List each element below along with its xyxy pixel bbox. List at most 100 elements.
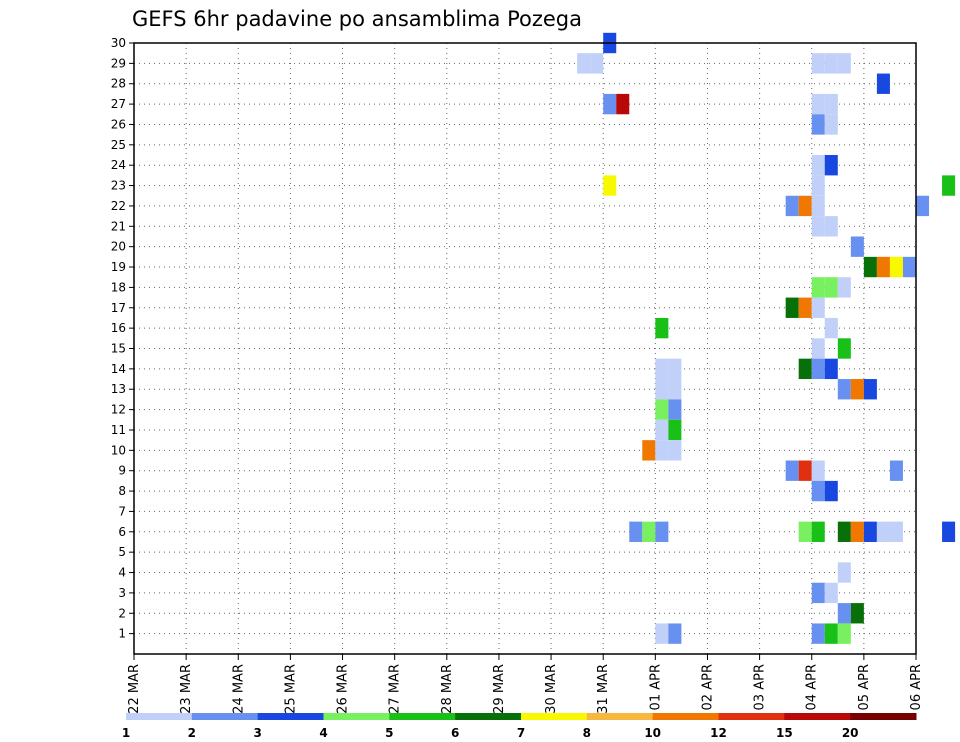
data-cell: [825, 277, 838, 297]
y-axis-ticks: 1234567891011121314151617181920212223242…: [111, 36, 134, 641]
data-cell: [629, 522, 642, 542]
y-tick-label: 25: [111, 138, 126, 152]
y-tick-label: 5: [118, 545, 126, 559]
data-cell: [890, 257, 903, 277]
data-cell: [825, 583, 838, 603]
data-cell: [838, 522, 851, 542]
y-tick-label: 19: [111, 260, 126, 274]
x-tick-label: 04 APR: [805, 664, 820, 710]
x-tick-label: 06 APR: [909, 664, 924, 710]
colorbar-swatch: [850, 713, 916, 720]
data-cell: [603, 175, 616, 195]
y-tick-label: 13: [111, 382, 126, 396]
y-tick-label: 16: [111, 321, 126, 335]
x-tick-label: 03 APR: [753, 664, 768, 710]
y-tick-label: 26: [111, 117, 126, 131]
data-cell: [890, 461, 903, 481]
data-cell: [916, 196, 929, 216]
data-cell: [812, 461, 825, 481]
data-cell: [864, 522, 877, 542]
data-cell: [642, 522, 655, 542]
data-cell: [825, 94, 838, 114]
colorbar-swatch: [192, 713, 258, 720]
data-cell: [825, 481, 838, 501]
colorbar-swatch: [455, 713, 521, 720]
data-cell: [812, 175, 825, 195]
y-tick-label: 27: [111, 97, 126, 111]
data-cell: [890, 522, 903, 542]
data-cell: [616, 94, 629, 114]
colorbar-swatch: [653, 713, 719, 720]
y-tick-label: 10: [111, 443, 126, 457]
data-cell: [799, 298, 812, 318]
data-cell: [812, 277, 825, 297]
x-tick-label: 02 APR: [700, 664, 715, 710]
y-tick-label: 3: [118, 586, 126, 600]
data-cell: [851, 379, 864, 399]
data-cell: [655, 399, 668, 419]
data-cell: [668, 399, 681, 419]
colorbar-swatch: [389, 713, 455, 720]
y-tick-label: 8: [118, 484, 126, 498]
data-cell: [838, 603, 851, 623]
data-cell: [851, 522, 864, 542]
data-cell: [577, 53, 590, 73]
y-tick-label: 1: [118, 627, 126, 641]
colorbar: 1 2 3 4 5 6 7 8 10 12 15 20: [122, 713, 917, 740]
data-cell: [838, 338, 851, 358]
data-cell: [655, 359, 668, 379]
data-cell: [812, 583, 825, 603]
colorbar-swatch: [324, 713, 390, 720]
y-tick-label: 30: [111, 36, 126, 50]
data-cell: [838, 379, 851, 399]
y-tick-label: 4: [118, 566, 126, 580]
data-cell: [642, 440, 655, 460]
y-tick-label: 14: [111, 362, 126, 376]
colorbar-label: 20: [842, 726, 859, 740]
colorbar-swatch: [784, 713, 850, 720]
data-cell: [603, 94, 616, 114]
y-tick-label: 20: [111, 240, 126, 254]
data-cell: [825, 359, 838, 379]
colorbar-label: 7: [517, 726, 525, 740]
colorbar-label: 8: [583, 726, 591, 740]
x-tick-label: 27 MAR: [388, 664, 403, 714]
x-axis-ticks: 22 MAR 23 MAR 24 MAR 25 MAR 26 MAR 27 MAR 28 M…: [127, 654, 924, 714]
data-cell: [825, 155, 838, 175]
y-tick-label: 29: [111, 56, 126, 70]
data-cell: [799, 522, 812, 542]
x-tick-label: 26 MAR: [336, 664, 351, 714]
colorbar-label: 5: [385, 726, 393, 740]
data-cell: [668, 379, 681, 399]
y-tick-label: 28: [111, 77, 126, 91]
data-cell: [812, 53, 825, 73]
y-tick-label: 11: [111, 423, 126, 437]
x-tick-label: 22 MAR: [127, 664, 142, 714]
data-cell: [812, 114, 825, 134]
data-cell: [655, 623, 668, 643]
data-cell: [825, 53, 838, 73]
grid-lines: [134, 43, 916, 654]
y-tick-label: 2: [118, 606, 126, 620]
x-tick-label: 28 MAR: [440, 664, 455, 714]
x-tick-label: 31 MAR: [596, 664, 611, 714]
x-tick-label: 23 MAR: [179, 664, 194, 714]
data-cell: [838, 277, 851, 297]
data-cell: [655, 420, 668, 440]
x-tick-label: 01 APR: [648, 664, 663, 710]
x-tick-label: 30 MAR: [544, 664, 559, 714]
colorbar-swatch: [719, 713, 785, 720]
data-cell: [877, 257, 890, 277]
data-cell: [812, 522, 825, 542]
colorbar-swatch: [126, 713, 192, 720]
data-cell: [877, 522, 890, 542]
y-tick-label: 12: [111, 403, 126, 417]
data-cell: [864, 257, 877, 277]
data-cell: [668, 623, 681, 643]
colorbar-label: 4: [319, 726, 327, 740]
data-cell: [655, 522, 668, 542]
x-tick-label: 05 APR: [857, 664, 872, 710]
colorbar-label: 3: [253, 726, 261, 740]
y-tick-label: 24: [111, 158, 126, 172]
